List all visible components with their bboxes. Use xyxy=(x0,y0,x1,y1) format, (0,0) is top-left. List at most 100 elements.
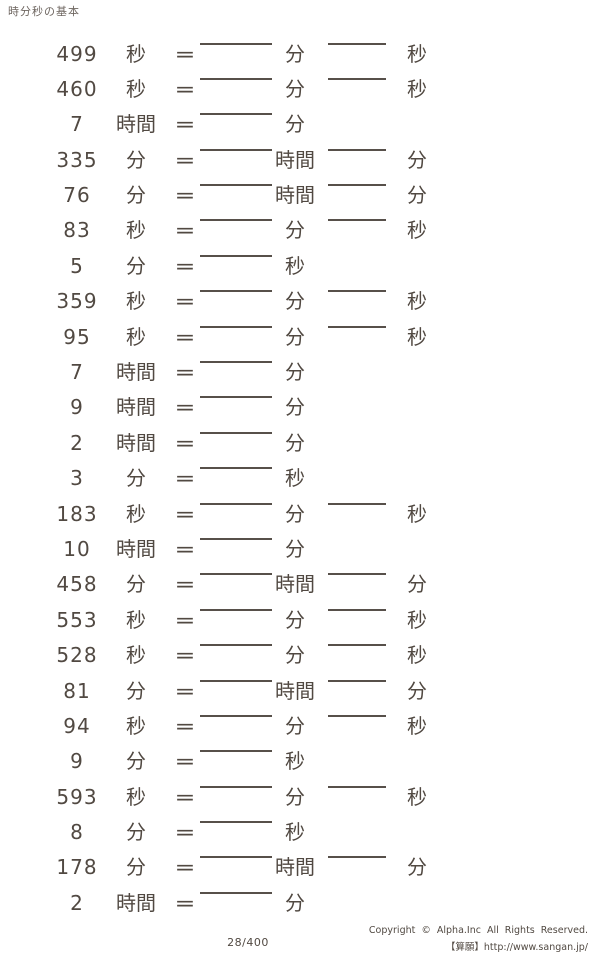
answer-blank-1 xyxy=(200,467,272,470)
answer-blank-1 xyxy=(200,148,272,151)
equals-sign: = xyxy=(174,572,196,597)
problem-row: 8 分 = 秒 xyxy=(0,821,600,856)
equals-sign: = xyxy=(174,713,196,738)
answer-blank-2 xyxy=(328,290,386,293)
answer-unit-1: 分 xyxy=(285,76,305,101)
answer-blank-2 xyxy=(328,714,386,717)
problem-value: 528 xyxy=(56,643,98,668)
answer-unit-2: 秒 xyxy=(407,41,427,66)
answer-unit-2: 秒 xyxy=(407,784,427,809)
problem-value: 553 xyxy=(56,607,98,632)
equals-sign: = xyxy=(174,218,196,243)
answer-unit-1: 分 xyxy=(285,643,305,668)
answer-unit-1: 分 xyxy=(285,289,305,314)
answer-blank-1 xyxy=(200,42,272,45)
equals-sign: = xyxy=(174,253,196,278)
problem-unit: 秒 xyxy=(126,76,146,101)
answer-blank-1 xyxy=(200,537,272,540)
problem-value: 460 xyxy=(56,76,98,101)
answer-unit-2: 秒 xyxy=(407,501,427,526)
answer-unit-1: 分 xyxy=(285,112,305,137)
problem-unit: 時間 xyxy=(116,536,156,561)
answer-blank-2 xyxy=(328,644,386,647)
problem-value: 81 xyxy=(63,678,91,703)
equals-sign: = xyxy=(174,855,196,880)
problem-value: 9 xyxy=(70,749,84,774)
answer-unit-2: 秒 xyxy=(407,643,427,668)
problem-value: 458 xyxy=(56,572,98,597)
problem-unit: 分 xyxy=(126,749,146,774)
problem-row: 183 秒 = 分 秒 xyxy=(0,501,600,538)
answer-blank-2 xyxy=(328,219,386,222)
answer-blank-2 xyxy=(328,573,386,576)
problem-row: 359 秒 = 分 秒 xyxy=(0,290,600,325)
answer-blank-1 xyxy=(200,184,272,187)
answer-blank-1 xyxy=(200,856,272,859)
answer-unit-1: 秒 xyxy=(285,253,305,278)
problem-value: 10 xyxy=(63,536,91,561)
answer-unit-1: 秒 xyxy=(285,749,305,774)
problem-unit: 秒 xyxy=(126,713,146,738)
problem-value: 7 xyxy=(70,360,84,385)
answer-unit-1: 時間 xyxy=(275,183,315,208)
equals-sign: = xyxy=(174,536,196,561)
answer-blank-1 xyxy=(200,325,272,328)
answer-unit-1: 時間 xyxy=(275,572,315,597)
problem-row: 593 秒 = 分 秒 xyxy=(0,784,600,821)
problem-value: 178 xyxy=(56,855,98,880)
equals-sign: = xyxy=(174,890,196,915)
answer-unit-1: 分 xyxy=(285,713,305,738)
answer-unit-2: 秒 xyxy=(407,289,427,314)
problem-value: 7 xyxy=(70,112,84,137)
answer-blank-1 xyxy=(200,113,272,116)
equals-sign: = xyxy=(174,466,196,491)
answer-unit-2: 秒 xyxy=(407,607,427,632)
equals-sign: = xyxy=(174,749,196,774)
answer-unit-1: 分 xyxy=(285,41,305,66)
problem-row: 95 秒 = 分 秒 xyxy=(0,324,600,361)
problem-row: 7 時間 = 分 xyxy=(0,361,600,396)
answer-blank-1 xyxy=(200,679,272,682)
answer-blank-2 xyxy=(328,608,386,611)
problem-value: 95 xyxy=(63,324,91,349)
answer-blank-1 xyxy=(200,254,272,257)
problem-row: 83 秒 = 分 秒 xyxy=(0,219,600,254)
problem-unit: 分 xyxy=(126,572,146,597)
equals-sign: = xyxy=(174,183,196,208)
problem-row: 528 秒 = 分 秒 xyxy=(0,644,600,679)
equals-sign: = xyxy=(174,784,196,809)
problem-unit: 時間 xyxy=(116,360,156,385)
problem-row: 76 分 = 時間 分 xyxy=(0,184,600,219)
answer-unit-2: 分 xyxy=(407,147,427,172)
problem-unit: 分 xyxy=(126,183,146,208)
problem-unit: 分 xyxy=(126,678,146,703)
problem-unit: 秒 xyxy=(126,643,146,668)
page-number: 28/400 xyxy=(227,936,269,949)
problem-value: 593 xyxy=(56,784,98,809)
answer-blank-1 xyxy=(200,219,272,222)
equals-sign: = xyxy=(174,501,196,526)
answer-unit-1: 時間 xyxy=(275,147,315,172)
problem-row: 9 時間 = 分 xyxy=(0,396,600,431)
problem-row: 5 分 = 秒 xyxy=(0,253,600,290)
answer-unit-2: 秒 xyxy=(407,218,427,243)
problem-row: 81 分 = 時間 分 xyxy=(0,678,600,715)
answer-unit-2: 秒 xyxy=(407,76,427,101)
answer-blank-1 xyxy=(200,750,272,753)
problem-unit: 秒 xyxy=(126,501,146,526)
answer-unit-1: 分 xyxy=(285,536,305,561)
problem-unit: 分 xyxy=(126,147,146,172)
answer-unit-1: 分 xyxy=(285,218,305,243)
problem-unit: 秒 xyxy=(126,607,146,632)
problem-value: 183 xyxy=(56,501,98,526)
answer-unit-1: 分 xyxy=(285,501,305,526)
problem-unit: 秒 xyxy=(126,324,146,349)
problem-row: 458 分 = 時間 分 xyxy=(0,573,600,608)
problem-row: 10 時間 = 分 xyxy=(0,536,600,573)
equals-sign: = xyxy=(174,430,196,455)
equals-sign: = xyxy=(174,76,196,101)
problem-unit: 分 xyxy=(126,820,146,845)
equals-sign: = xyxy=(174,643,196,668)
answer-unit-2: 秒 xyxy=(407,324,427,349)
